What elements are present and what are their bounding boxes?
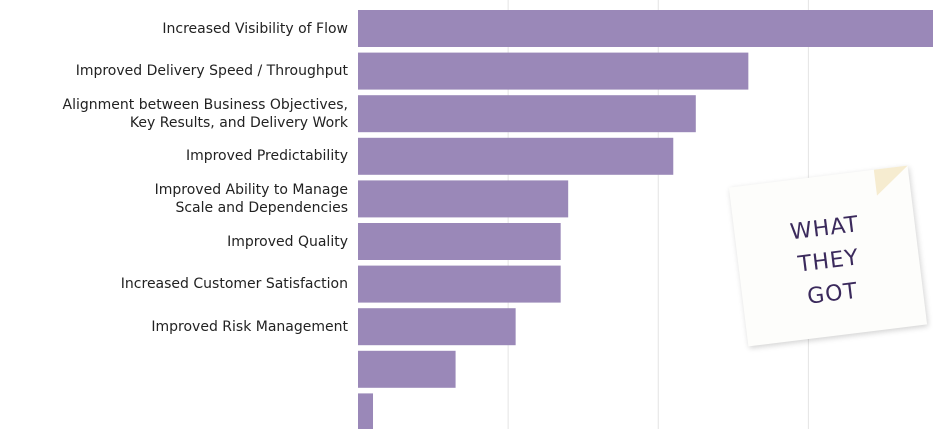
y-tick-label: Improved Risk Management xyxy=(0,318,348,336)
annotation: WHAT THEY GOT xyxy=(753,204,904,319)
bar xyxy=(358,393,373,429)
bar xyxy=(358,223,561,260)
bar xyxy=(358,53,748,90)
y-tick-label: Improved Quality xyxy=(0,233,348,251)
bar xyxy=(358,351,456,388)
y-tick-label: Improved Ability to Manage Scale and Dep… xyxy=(0,181,348,217)
sticky-note: WHAT THEY GOT xyxy=(729,166,927,347)
y-tick-label: Improved Delivery Speed / Throughput xyxy=(0,62,348,80)
y-tick-label: Increased Visibility of Flow xyxy=(0,20,348,38)
bar xyxy=(358,10,933,47)
y-tick-label: Alignment between Business Objectives, K… xyxy=(0,96,348,132)
bar xyxy=(358,95,696,132)
note-fold xyxy=(874,166,911,196)
bar xyxy=(358,308,516,345)
y-tick-label: Increased Customer Satisfaction xyxy=(0,275,348,293)
chart: WHAT THEY GOT Increased Visibility of Fl… xyxy=(0,0,933,429)
bar xyxy=(358,180,568,217)
bar xyxy=(358,138,673,175)
y-tick-label: Improved Predictability xyxy=(0,147,348,165)
bar xyxy=(358,266,561,303)
